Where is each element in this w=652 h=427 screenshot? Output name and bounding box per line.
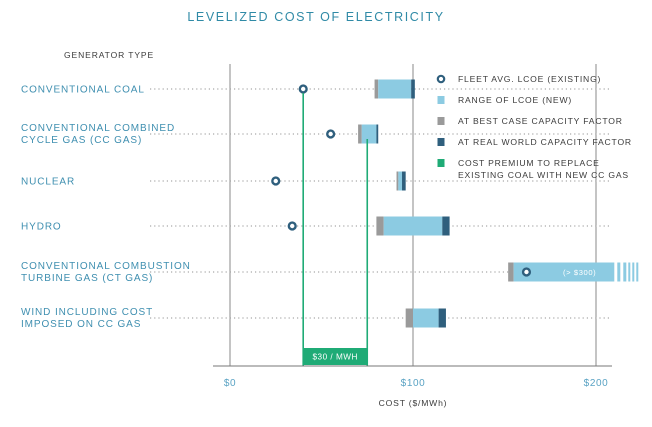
category-label: CONVENTIONAL COMBINED xyxy=(21,123,175,134)
fleet-avg-marker xyxy=(521,267,532,277)
category-label: HYDRO xyxy=(21,222,62,233)
bar-best-case xyxy=(405,308,413,328)
bar-best-case xyxy=(396,171,399,191)
premium-label-box xyxy=(303,348,368,365)
category-label: TURBINE GAS (CT GAS) xyxy=(21,273,153,284)
category-label: NUCLEAR xyxy=(21,177,75,188)
fleet-avg-marker xyxy=(287,221,297,231)
fleet-avg-marker xyxy=(298,84,308,94)
bar-best-case xyxy=(358,124,362,144)
x-axis-label: COST ($/MWh) xyxy=(379,398,448,408)
bar-range xyxy=(398,171,403,191)
legend-swatch-range xyxy=(437,96,445,104)
legend-swatch-fleet xyxy=(436,74,446,84)
bar-continuation xyxy=(636,262,639,282)
category-label: WIND INCLUDING COST xyxy=(21,307,153,318)
bar-real-world xyxy=(442,216,450,236)
legend-label: AT REAL WORLD CAPACITY FACTOR xyxy=(458,137,632,147)
legend-swatch-premium xyxy=(437,159,445,167)
x-tick-label: $200 xyxy=(584,378,609,389)
bar-real-world xyxy=(402,171,406,191)
legend-label: COST PREMIUM TO REPLACE xyxy=(458,158,600,168)
bar-range xyxy=(513,262,615,282)
category-label: IMPOSED ON CC GAS xyxy=(21,319,141,330)
x-tick-label: $0 xyxy=(224,378,236,389)
category-label: CYCLE GAS (CC GAS) xyxy=(21,135,142,146)
premium-label: $30 / MWH xyxy=(312,353,357,362)
legend: FLEET AVG. LCOE (EXISTING) RANGE OF LCOE … xyxy=(436,74,632,180)
legend-swatch-best xyxy=(437,117,445,125)
x-tick-label: $100 xyxy=(401,378,426,389)
bar-best-case xyxy=(374,79,379,99)
bar-continuation xyxy=(632,262,635,282)
bar-annotation: (> $300) xyxy=(563,268,596,277)
category-header: GENERATOR TYPE xyxy=(64,50,154,60)
legend-label: AT BEST CASE CAPACITY FACTOR xyxy=(458,116,623,126)
premium-layer: $30 / MWH xyxy=(302,93,369,366)
bar-range xyxy=(413,308,439,328)
bar-real-world xyxy=(411,79,415,99)
legend-label: FLEET AVG. LCOE (EXISTING) xyxy=(458,74,601,84)
bar-range xyxy=(361,124,377,144)
bar-real-world xyxy=(376,124,379,144)
fleet-avg-marker xyxy=(271,176,281,186)
bar-real-world xyxy=(438,308,446,328)
legend-label: EXISTING COAL WITH NEW CC GAS xyxy=(458,170,629,180)
category-label: CONVENTIONAL COAL xyxy=(21,85,145,96)
bar-best-case xyxy=(508,262,514,282)
chart-title: LEVELIZED COST OF ELECTRICITY xyxy=(187,10,444,24)
category-label: CONVENTIONAL COMBUSTION xyxy=(21,261,191,272)
bar-range xyxy=(378,79,412,99)
legend-swatch-real xyxy=(437,138,445,146)
bar-continuation xyxy=(628,262,631,282)
bar-range xyxy=(383,216,443,236)
axis-layer: $0 $100 $200 xyxy=(213,365,612,389)
bar-continuation xyxy=(617,262,621,282)
legend-label: RANGE OF LCOE (NEW) xyxy=(458,95,572,105)
bar-best-case xyxy=(376,216,384,236)
rows-layer: CONVENTIONAL COAL CONVENTIONAL COMBINEDCY… xyxy=(21,79,639,330)
bar-continuation xyxy=(623,262,627,282)
fleet-avg-marker xyxy=(326,129,336,139)
